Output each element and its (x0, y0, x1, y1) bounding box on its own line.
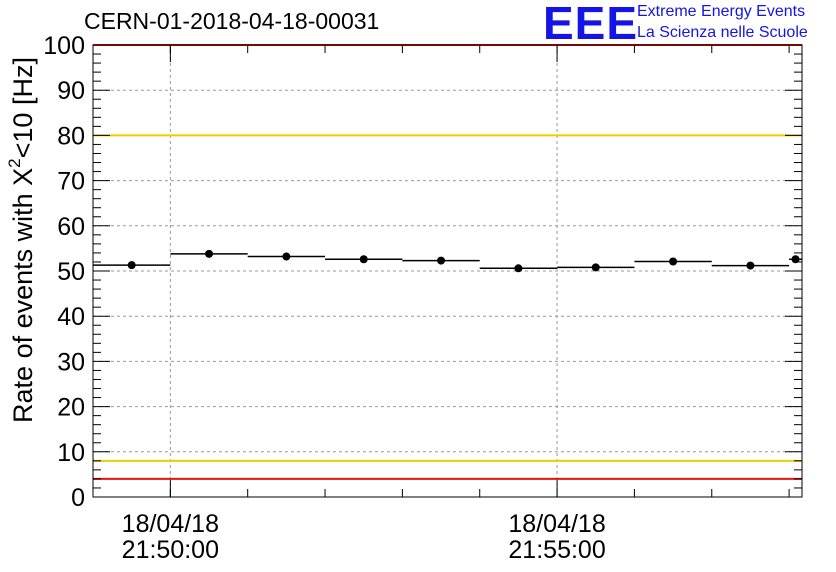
eee-logo: EEE (543, 0, 639, 49)
y-tick-label: 50 (57, 258, 85, 286)
data-point (591, 263, 600, 272)
y-tick-label: 10 (57, 439, 85, 467)
x-tick-label: 21:55:00 (508, 536, 605, 564)
y-tick-label: 80 (57, 122, 85, 150)
data-point (514, 264, 523, 273)
y-axis-label-suffix: <10 [Hz] (8, 57, 38, 159)
logo-line-1: Extreme Energy Events (637, 3, 806, 20)
data-point (359, 255, 368, 264)
y-tick-label: 40 (57, 303, 85, 331)
data-point (669, 257, 678, 266)
y-tick-label: 20 (57, 394, 85, 422)
data-series (93, 249, 802, 273)
y-tick-label: 60 (57, 213, 85, 241)
x-tick-label: 21:50:00 (122, 536, 219, 564)
chart-title: CERN-01-2018-04-18-00031 (84, 8, 380, 34)
data-point (746, 261, 755, 270)
data-point (127, 261, 136, 270)
data-point (791, 255, 800, 264)
y-tick-label: 90 (57, 77, 85, 105)
y-axis-label-prefix: Rate of events with X (8, 167, 38, 423)
y-tick-label: 0 (71, 484, 85, 512)
y-tick-label: 100 (43, 32, 85, 60)
axis-ticks (92, 44, 802, 498)
y-tick-label: 30 (57, 348, 85, 376)
data-point (437, 256, 446, 265)
data-point (282, 252, 291, 261)
logo-line-2: La Scienza nelle Scuole (637, 24, 808, 41)
x-tick-date: 18/04/18 (122, 510, 219, 538)
grid-layer (93, 45, 802, 497)
y-tick-label: 70 (57, 168, 85, 196)
y-axis-label: Rate of events with X2<10 [Hz] (5, 57, 39, 423)
x-tick-date: 18/04/18 (508, 510, 605, 538)
data-point (205, 249, 214, 258)
y-axis-label-superscript: 2 (5, 158, 24, 168)
tick-labels: 010203040506070809010018/04/1821:50:0018… (43, 32, 605, 564)
